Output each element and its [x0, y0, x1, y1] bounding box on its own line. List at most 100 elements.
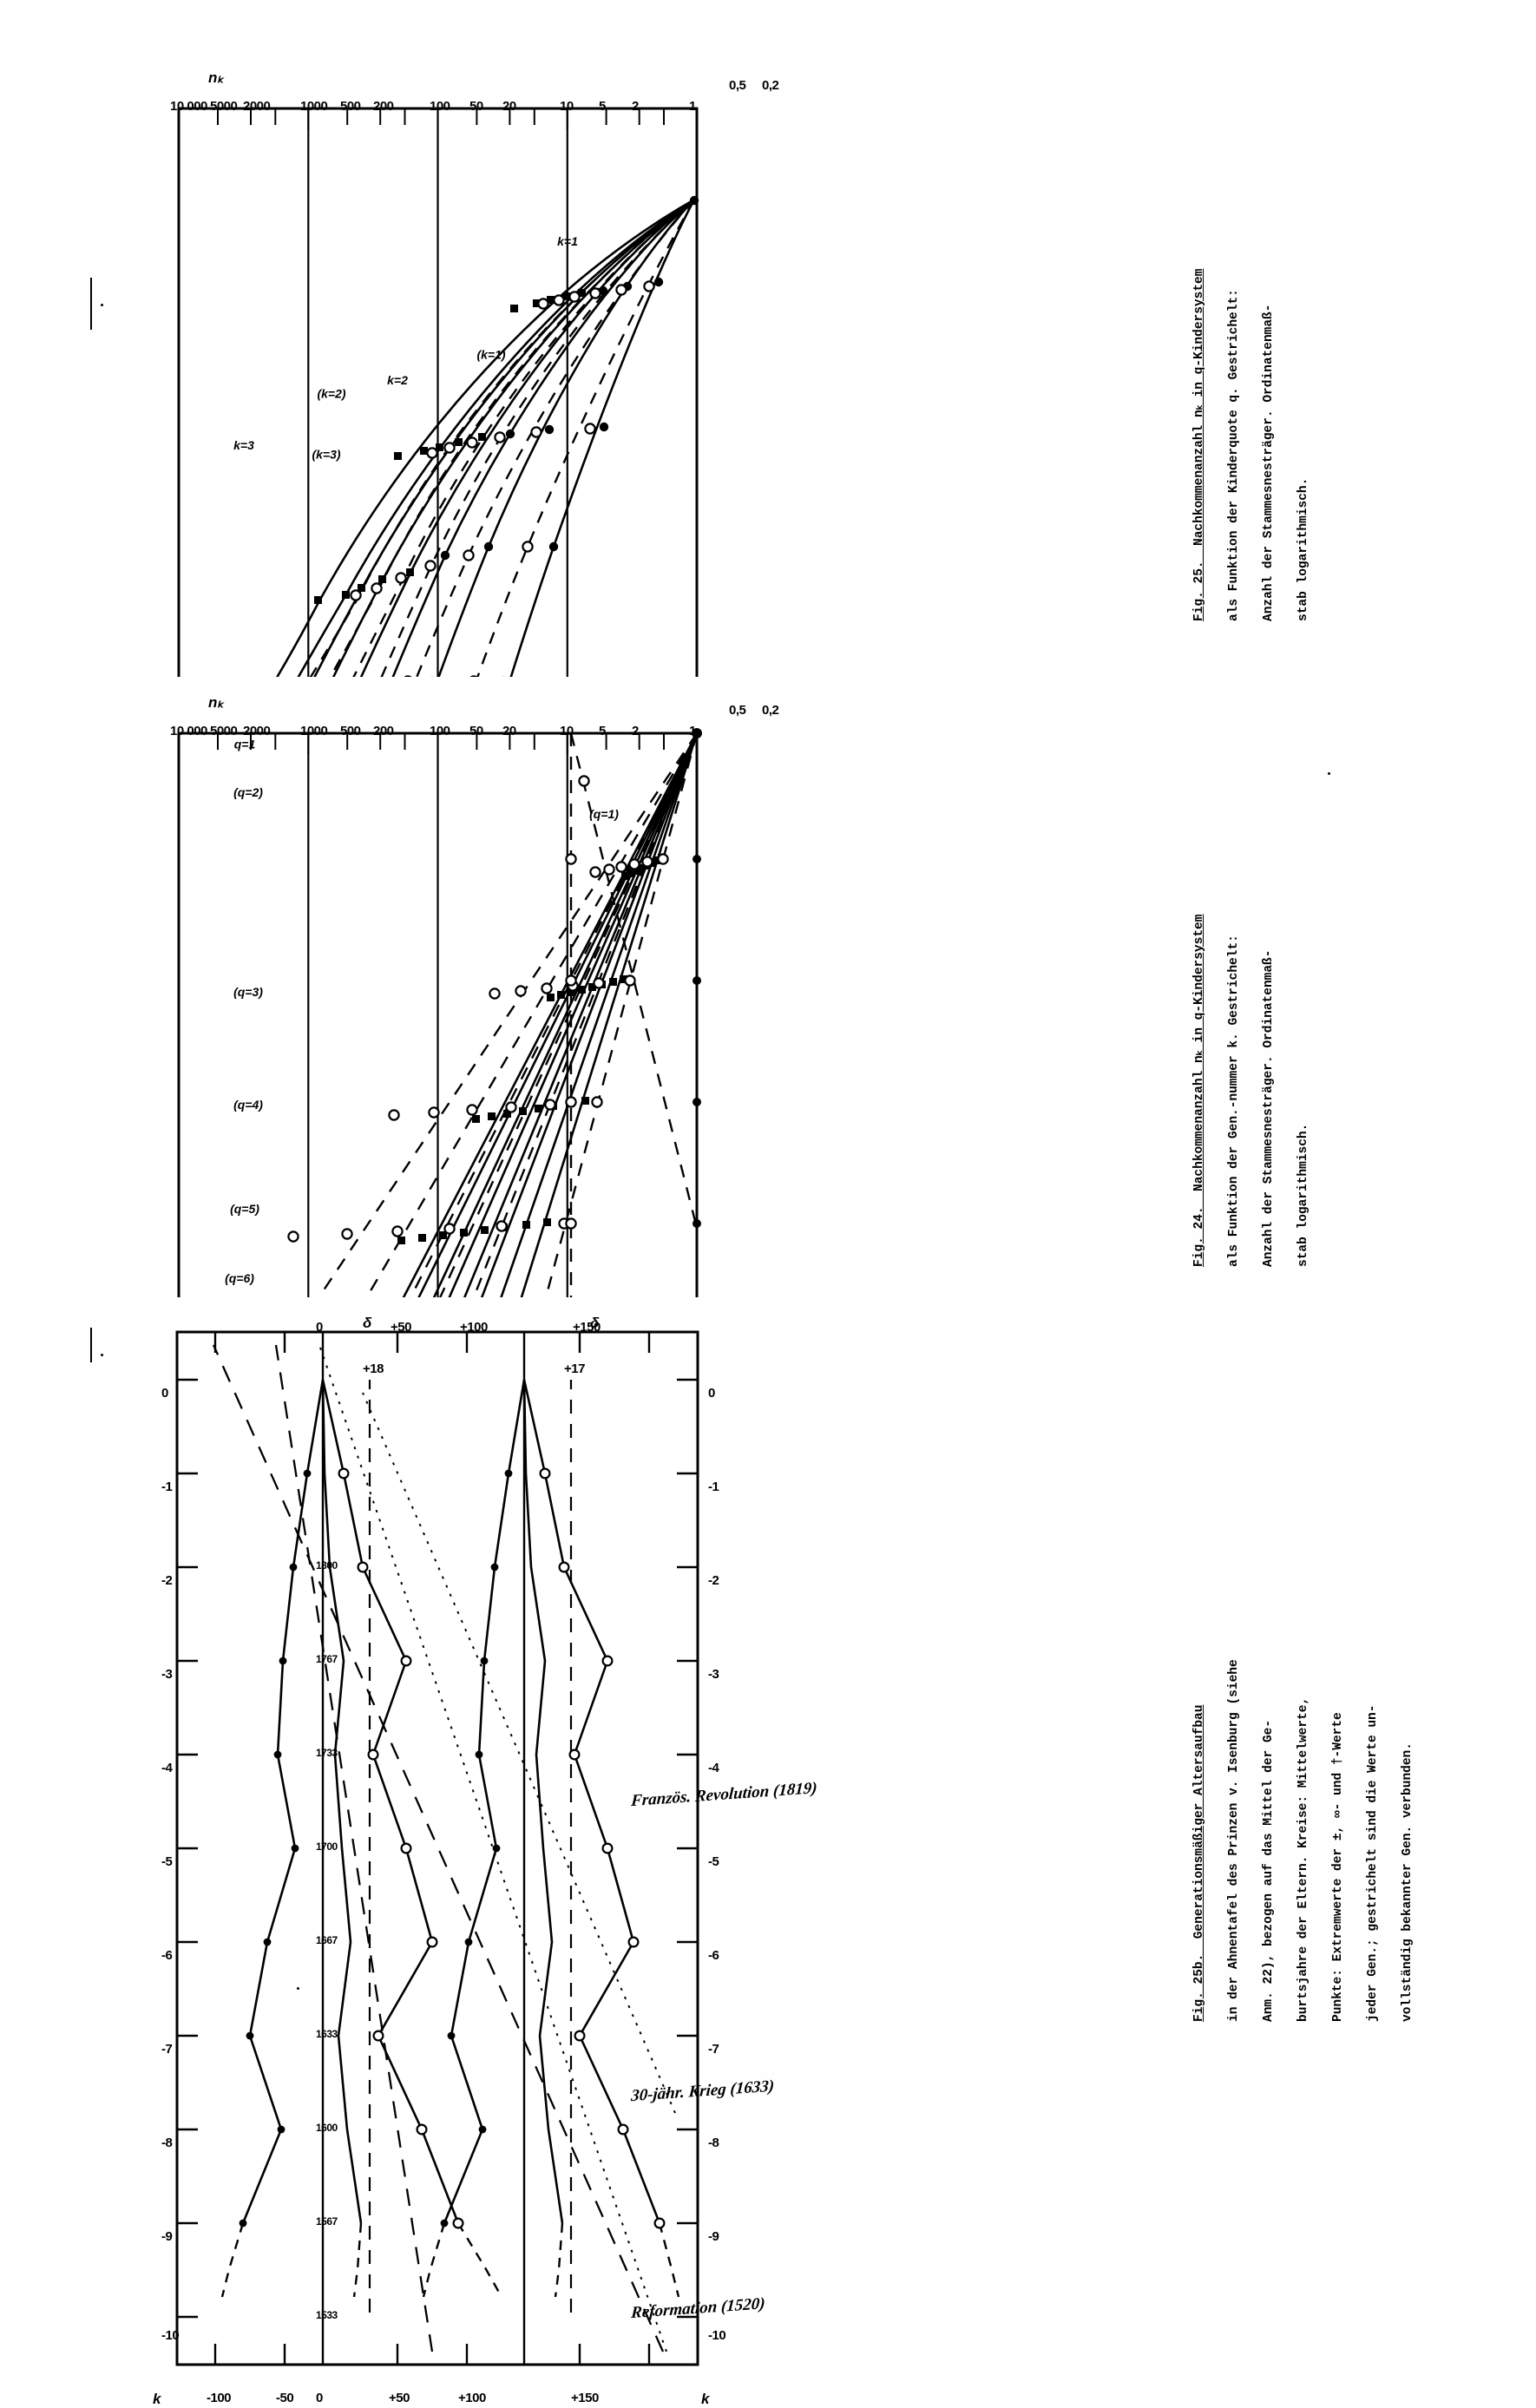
fig25b-k--4-b: -4: [708, 1761, 719, 1775]
fig25b-year-1800: 1800: [316, 1559, 338, 1571]
fig25b-delta-name-top: δ: [363, 1315, 372, 1331]
fig24-ytick-10000: 10 000: [170, 724, 207, 738]
fig25b-k--7: -7: [161, 2042, 173, 2057]
fig25b-k--7-b: -7: [708, 2042, 719, 2057]
fig25b-k--5: -5: [161, 1854, 173, 1869]
fig25a-ytick-5: 5: [599, 99, 606, 114]
caption-fig25b-l7: vollständig bekannter Gen. verbunden.: [1401, 1742, 1415, 2022]
fig25b-delta-50-b: +50: [391, 1320, 411, 1335]
caption-fig25a: Fig. 25. Nachkommenanzahl nₖ in q-Kinder…: [1173, 269, 1329, 621]
fig25b-k--10-b: -10: [708, 2328, 726, 2343]
caption-fig25b-l6: jeder Gen.; gestrichelt sind die Werte u…: [1366, 1704, 1380, 2022]
fig25b-k--4: -4: [161, 1761, 173, 1775]
fig24-curve-dq1: (q=1): [589, 807, 619, 822]
fig24-ytick-100: 100: [430, 724, 450, 738]
fig25b-delta--50: -50: [276, 2391, 294, 2405]
fig25a-curve-dk3: (k=3): [312, 447, 341, 462]
fig25b-year-1700: 1700: [316, 1840, 338, 1853]
fig25b-k--2-b: -2: [708, 1573, 719, 1588]
fig25b-k--10: -10: [161, 2328, 180, 2343]
fig24-ytick-5: 5: [599, 724, 606, 738]
caption-fig25a-l2: als Funktion der Kinderquote q. Gestrich…: [1227, 289, 1241, 621]
fig25b-delta-50: +50: [389, 2391, 410, 2405]
fig24-ytick-2: 2: [632, 724, 639, 738]
fig25b-k--9-b: -9: [708, 2229, 719, 2244]
fig24-ytick-1: 1: [689, 724, 696, 738]
fig25b-delta-0-b: 0: [316, 1320, 323, 1335]
fig25b-year-1667: 1667: [316, 1934, 338, 1946]
fig25b-delta-100: +100: [458, 2391, 486, 2405]
fig25a-ytick-20: 20: [502, 99, 516, 114]
scan-edge-mark-left2: [90, 1328, 92, 1362]
fig25b-delta-name-bottom: δ: [590, 1315, 600, 1331]
fig25b-annotation-reformation-year: (1520): [720, 2294, 766, 2316]
caption-fig25b-l5: Punkte: Extremwerte der ±, ∞- und †-Wert…: [1331, 1712, 1345, 2022]
caption-fig25a-l3: Anzahl der Stammesnesträger. Ordinatenma…: [1262, 304, 1276, 621]
scan-edge-mark-left: [90, 278, 92, 330]
fig25a-ytick-100: 100: [430, 99, 450, 114]
fig25b-delta-100-b: +100: [460, 1320, 488, 1335]
fig25b-k--3: -3: [161, 1667, 173, 1682]
caption-fig25b-l3: Anm. 22), bezogen auf das Mittel der Ge-: [1262, 1719, 1276, 2022]
fig25a-yaxis-name: nₖ: [208, 69, 224, 86]
fig25b-canvas: [175, 1330, 699, 2366]
fig25b-kaxis-name-bottom: k: [701, 2391, 710, 2407]
fig24-ytick-5000: 5000: [210, 724, 238, 738]
fig25b-kaxis-name-top: k: [153, 2391, 161, 2407]
caption-fig25a-l1: Fig. 25. Nachkommenanzahl nₖ in q-Kinder…: [1192, 268, 1206, 621]
fig25b-delta-150: +150: [571, 2391, 599, 2405]
fig25b-k-0-b: 0: [708, 1386, 715, 1401]
fig25b-k-0: 0: [161, 1386, 168, 1401]
fig25a-curve-k2: k=2: [387, 373, 408, 388]
caption-fig25b-l4: burtsjahre der Eltern. Kreise: Mittelwer…: [1296, 1696, 1310, 2022]
fig24-ytick-50: 50: [469, 724, 483, 738]
fig25a-ytick-200: 200: [373, 99, 394, 114]
fig25b-year-1533: 1533: [316, 2309, 338, 2321]
fig25b-plot: -10 -9 -8 -7 -6 -5 -4 -3 -2 -1 0 -10 -9 …: [146, 1297, 817, 2407]
fig25b-k--6: -6: [161, 1948, 173, 1963]
fig25b-k--3-b: -3: [708, 1667, 719, 1682]
fig25b-k--5-b: -5: [708, 1854, 719, 1869]
caption-fig24: Fig. 24. Nachkommenanzahl nₖ in q-Kinder…: [1173, 915, 1329, 1267]
fig25a-ytick-50: 50: [469, 99, 483, 114]
fig25a-curve-k3: k=3: [233, 438, 254, 453]
scan-speck-2: [101, 1354, 103, 1356]
caption-fig24-l2: als Funktion der Gen.-nummer k. Gestrich…: [1227, 935, 1241, 1267]
fig25b-k--1: -1: [161, 1480, 173, 1494]
fig25b-inner-17: +17: [564, 1361, 585, 1376]
fig25a-curve-dk2: (k=2): [317, 386, 346, 401]
fig24-ytick-200: 200: [373, 724, 394, 738]
scanned-page: 0 1 2 3 4 5 6 7 8 10 000 5000 2000 1000 …: [90, 69, 1434, 2407]
fig24-ytick-1000: 1000: [300, 724, 328, 738]
scan-speck-3: [1328, 772, 1330, 775]
fig25b-year-1633: 1633: [316, 2028, 338, 2040]
caption-fig25b: Fig. 25b. Generationsmäßiger Altersaufba…: [1173, 1659, 1434, 2022]
fig25b-year-1600: 1600: [316, 2122, 338, 2134]
caption-fig24-l4: stab logarithmisch.: [1296, 1123, 1310, 1267]
fig25b-year-1767: 1767: [316, 1653, 338, 1665]
fig24-curve-q1: q=1: [233, 737, 256, 751]
fig24-curve-dq5: (q=5): [230, 1202, 259, 1217]
caption-fig25a-l4: stab logarithmisch.: [1296, 477, 1310, 621]
fig24-ytick-0.2: 0,2: [762, 703, 779, 718]
fig24-ytick-20: 20: [502, 724, 516, 738]
fig25b-annotation-krieg-year: (1633): [729, 2077, 775, 2099]
fig25b-inner-18: +18: [363, 1361, 384, 1376]
fig24-ytick-500: 500: [340, 724, 361, 738]
fig25a-ytick-1: 1: [689, 99, 696, 114]
fig24-yaxis-name: nₖ: [208, 694, 224, 711]
fig25b-k--9: -9: [161, 2229, 173, 2244]
fig25a-ytick-10000: 10 000: [170, 99, 207, 114]
scan-speck-1: [101, 304, 103, 306]
caption-fig24-l1: Fig. 24. Nachkommenanzahl nₖ in q-Kinder…: [1192, 914, 1206, 1267]
fig25a-ytick-0.2: 0,2: [762, 78, 779, 93]
fig25a-curve-k1: k=1: [557, 234, 578, 249]
fig25a-ytick-500: 500: [340, 99, 361, 114]
fig25b-year-1567: 1567: [316, 2215, 338, 2228]
scan-speck-4: [297, 1987, 299, 1990]
fig25a-ytick-2000: 2000: [243, 99, 271, 114]
fig25a-ytick-0.5: 0,5: [729, 78, 746, 93]
fig25a-ytick-1000: 1000: [300, 99, 328, 114]
fig25b-delta--100: -100: [207, 2391, 232, 2405]
caption-fig24-l3: Anzahl der Stammesnesträger. Ordinatenma…: [1262, 949, 1276, 1267]
